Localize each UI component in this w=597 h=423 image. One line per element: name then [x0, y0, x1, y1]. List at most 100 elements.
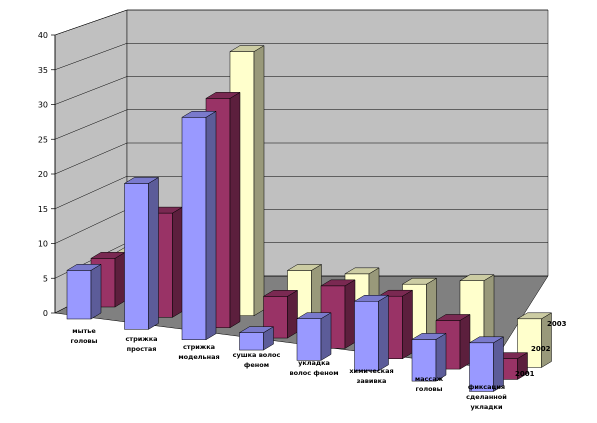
y-tick-label: 40	[38, 31, 48, 40]
x-tick-label-line: сушка волос	[233, 351, 281, 359]
bar-side	[148, 176, 159, 330]
bar-side	[172, 206, 183, 318]
x-tick-label: сушка волос феном	[233, 351, 281, 369]
bar-top	[320, 279, 356, 287]
bar-top	[66, 264, 102, 271]
x-tick-label-line: головы	[415, 385, 442, 393]
x-tick-label-line: сделанной	[466, 393, 507, 401]
bar-front	[469, 342, 494, 392]
x-tick-label: укладка волос феном	[289, 359, 338, 377]
bar-top	[238, 326, 275, 333]
gridline-side	[54, 209, 128, 244]
gridline-side	[54, 142, 128, 175]
bar	[320, 279, 356, 349]
gridline-side	[54, 109, 128, 140]
bar-top	[516, 312, 553, 320]
bar-top	[229, 45, 265, 52]
x-tick-label-line: стрижка	[125, 335, 157, 343]
bar-side	[459, 314, 471, 370]
x-tick-label: стрижка модельная	[178, 343, 219, 361]
bar-top	[286, 264, 323, 271]
bar-side	[344, 279, 356, 349]
bar	[66, 263, 102, 320]
gridline-side	[54, 43, 128, 70]
x-tick-label-line: укладка	[298, 359, 330, 367]
series-axis-label: 2001	[515, 370, 535, 378]
x-tick-label: мытье головы	[70, 327, 97, 345]
y-tick-label: 15	[38, 205, 48, 214]
x-tick-label-line: мытье	[72, 327, 96, 335]
bar	[411, 332, 447, 382]
gridline-side	[54, 9, 128, 36]
bar-top	[344, 267, 380, 275]
bar-side	[205, 110, 217, 341]
x-tick-label-line: стрижка	[183, 343, 215, 351]
bar-side	[435, 332, 447, 382]
bar-front	[239, 332, 264, 351]
bar-top	[353, 295, 390, 302]
x-tick-label-line: фиксация	[468, 383, 505, 391]
y-tick-label: 25	[38, 135, 48, 144]
bar-top	[296, 312, 332, 319]
x-tick-label-line: простая	[127, 345, 157, 353]
bar-top	[468, 336, 505, 344]
x-tick-label: массаж головы	[415, 375, 444, 393]
bar	[238, 326, 275, 351]
bar-top	[123, 177, 160, 184]
bar	[435, 314, 471, 370]
bar-side	[378, 294, 389, 372]
x-tick-label-line: феном	[244, 361, 269, 369]
y-tick-label: 30	[38, 101, 48, 110]
bar-top	[377, 289, 414, 297]
bar	[468, 336, 505, 392]
y-axis: 0 5 10 15 20 25 30 35 40	[38, 31, 56, 318]
bar-side	[402, 289, 413, 360]
bar-front	[181, 117, 207, 340]
x-tick-label-line: завивка	[357, 377, 387, 385]
y-tick-label: 5	[43, 274, 48, 283]
y-tick-label: 20	[38, 170, 48, 179]
bar	[353, 294, 390, 372]
series-axis-label: 2003	[547, 320, 567, 328]
bar-side	[90, 263, 102, 320]
bars	[66, 45, 553, 392]
x-tick-label: стрижка простая	[125, 335, 157, 353]
bar-side	[287, 289, 298, 339]
x-tick-label-line: головы	[70, 337, 97, 345]
series-axis-label: 2002	[531, 345, 551, 353]
x-tick-label-line: модельная	[178, 353, 219, 361]
y-tick-label: 35	[38, 66, 48, 75]
gridline-side	[54, 176, 128, 209]
bar-top	[262, 290, 299, 297]
x-tick-label: химическая завивка	[349, 367, 393, 385]
bar-front	[124, 183, 149, 330]
bar-front	[354, 301, 379, 371]
bar-side	[320, 312, 332, 361]
bar-top	[435, 314, 471, 321]
bar-top	[411, 333, 447, 340]
bar-side	[114, 251, 126, 308]
x-tick-label-line: химическая	[349, 367, 393, 375]
x-axis-labels: мытье головы стрижка простая стрижка модельна…	[70, 327, 507, 411]
bar-front	[66, 270, 92, 320]
gridline-side	[54, 76, 128, 105]
bar-top	[459, 274, 495, 281]
series-axis-labels: 2001 2002 2003	[515, 320, 567, 378]
bar-front	[296, 318, 322, 361]
y-tick-label: 0	[43, 309, 48, 318]
x-tick-label: фиксация сделанной укладки	[466, 383, 507, 411]
bar	[123, 176, 160, 330]
bar-top	[205, 92, 241, 99]
x-tick-label-line: волос феном	[289, 369, 338, 377]
bar	[181, 110, 217, 341]
bar-top	[181, 111, 217, 118]
bar-top	[401, 277, 438, 285]
y-tick-label: 10	[38, 240, 48, 249]
bar	[296, 312, 332, 361]
x-tick-label-line: массаж	[415, 375, 444, 383]
bar-side	[253, 45, 265, 317]
bar-side	[229, 91, 241, 329]
x-tick-label-line: укладки	[470, 403, 502, 411]
